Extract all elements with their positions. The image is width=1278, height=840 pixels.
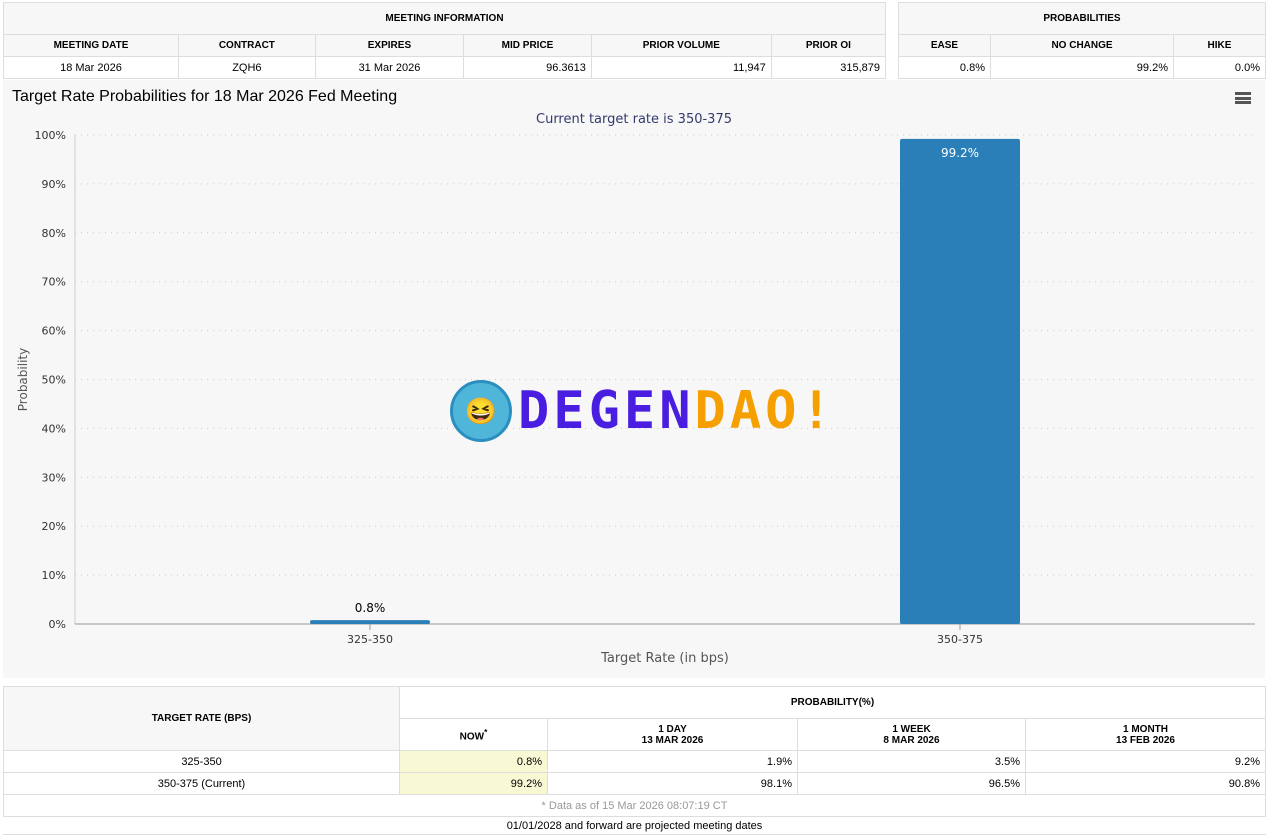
watermark-right: DAO! (694, 381, 836, 441)
mascot-icon: 😆 (450, 380, 512, 442)
y-tick-label: 60% (42, 325, 66, 338)
y-tick-label: 0% (49, 618, 66, 631)
x-tick-label: 325-350 (347, 633, 393, 646)
rate-cell: 350-375 (Current) (3, 772, 400, 795)
y-tick-label: 70% (42, 276, 66, 289)
col-header: MEETING DATE (3, 34, 179, 57)
chart-subtitle: Current target rate is 350-375 (536, 112, 732, 127)
prior-volume: 11,947 (590, 56, 772, 79)
expires: 31 Mar 2026 (314, 56, 465, 79)
target-rate-header: TARGET RATE (BPS) (3, 686, 400, 751)
menu-icon[interactable] (1235, 92, 1251, 104)
watermark-left: DEGEN (518, 381, 695, 441)
y-tick-label: 80% (42, 227, 66, 240)
no-change-value: 99.2% (990, 56, 1174, 79)
col-header: EASE (898, 34, 991, 57)
col-now: NOW* (399, 718, 548, 751)
meeting-date: 18 Mar 2026 (3, 56, 179, 79)
y-tick-label: 90% (42, 178, 66, 191)
meeting-info-title: MEETING INFORMATION (3, 2, 886, 35)
data-label: 99.2% (941, 146, 979, 160)
value-cell: 99.2% (399, 772, 548, 795)
y-tick-label: 20% (42, 520, 66, 533)
data-note: * Data as of 15 Mar 2026 08:07:19 CT (3, 794, 1266, 817)
table-row: 350-375 (Current) 99.2% 98.1% 96.5% 90.8… (3, 772, 1266, 795)
value-cell: 3.5% (797, 750, 1026, 773)
data-label: 0.8% (355, 601, 386, 615)
value-cell: 9.2% (1025, 750, 1266, 773)
prior-oi: 315,879 (770, 56, 887, 79)
col-header: HIKE (1173, 34, 1266, 57)
col-header: MID PRICE (463, 34, 592, 57)
hike-value: 0.0% (1173, 56, 1266, 79)
y-tick-label: 50% (42, 374, 66, 387)
y-axis-title: Probability (16, 348, 30, 411)
x-tick-label: 350-375 (937, 633, 983, 646)
rate-cell: 325-350 (3, 750, 400, 773)
value-cell: 0.8% (399, 750, 548, 773)
col-1-month: 1 MONTH 13 FEB 2026 (1025, 718, 1266, 751)
value-cell: 90.8% (1025, 772, 1266, 795)
bar (310, 620, 430, 624)
contract: ZQH6 (177, 56, 316, 79)
probability-group-header: PROBABILITY(%) (399, 686, 1266, 719)
y-tick-label: 40% (42, 422, 66, 435)
y-tick-label: 100% (35, 129, 66, 142)
bar (900, 138, 1020, 625)
chart-title: Target Rate Probabilities for 18 Mar 202… (12, 88, 398, 105)
degendao-watermark: 😆 DEGEN DAO! (450, 380, 836, 442)
y-tick-label: 10% (42, 569, 66, 582)
bar-chart: 0% 10% 20% 30% 40% 50% 60% 70% 80% 90% 100% 325-350… (16, 129, 1255, 666)
mid-price: 96.3613 (463, 56, 592, 79)
table-row: 325-350 0.8% 1.9% 3.5% 9.2% (3, 750, 1266, 773)
value-cell: 98.1% (547, 772, 798, 795)
bottom-section: TARGET RATE (BPS) PROBABILITY(%) NOW* 1 … (3, 686, 1266, 835)
col-header: NO CHANGE (990, 34, 1174, 57)
value-cell: 96.5% (797, 772, 1026, 795)
col-header: CONTRACT (177, 34, 316, 57)
y-tick-label: 30% (42, 471, 66, 484)
col-header: PRIOR OI (770, 34, 887, 57)
col-header: PRIOR VOLUME (590, 34, 772, 57)
col-1-week: 1 WEEK 8 MAR 2026 (797, 718, 1026, 751)
probabilities-title: PROBABILITIES (898, 2, 1266, 35)
x-axis-title: Target Rate (in bps) (600, 651, 729, 666)
ease-value: 0.8% (898, 56, 991, 79)
meeting-info-table: MEETING INFORMATION MEETING DATE CONTRAC… (3, 2, 887, 79)
footer-note: 01/01/2028 and forward are projected mee… (3, 817, 1266, 835)
probability-table: TARGET RATE (BPS) PROBABILITY(%) NOW* 1 … (3, 686, 1266, 817)
col-1-day: 1 DAY 13 MAR 2026 (547, 718, 798, 751)
probabilities-table: PROBABILITIES EASE NO CHANGE HIKE 0.8% 9… (898, 2, 1266, 79)
value-cell: 1.9% (547, 750, 798, 773)
col-header: EXPIRES (314, 34, 465, 57)
chart-panel: Target Rate Probabilities for 18 Mar 202… (3, 80, 1265, 678)
